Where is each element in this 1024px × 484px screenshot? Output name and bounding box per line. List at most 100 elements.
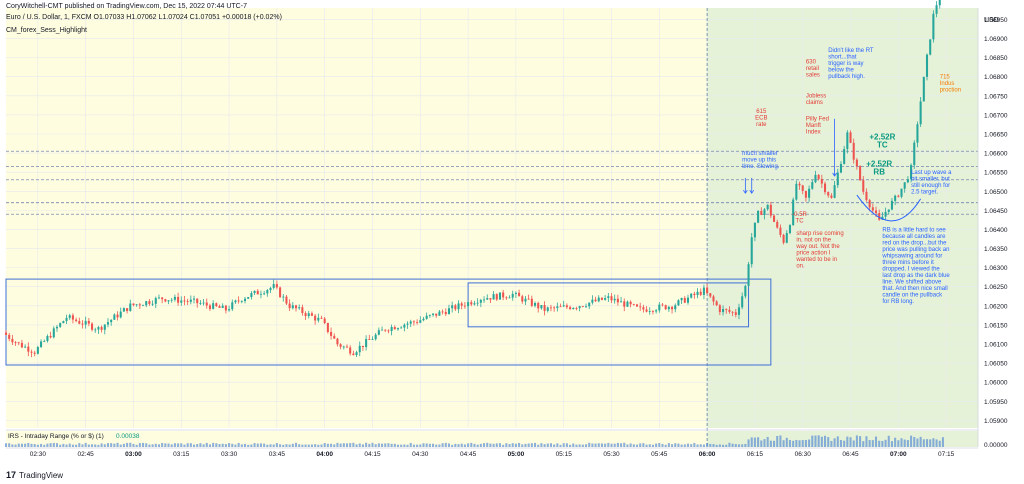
indicator-bar [148,444,151,447]
indicator-bar [495,443,498,447]
price-tick-label: 1.06300 [984,265,1008,272]
indicator-bar [521,444,524,447]
indicator-bar [253,443,256,447]
indicator-bar [693,442,696,447]
candle-body [240,301,243,302]
candle-body [922,76,925,102]
annotation-line: for RB long. [882,299,914,305]
candle-body [540,305,543,309]
candle-body [801,185,804,191]
indicator-bar [846,436,849,447]
indicator-bar [782,440,785,447]
indicator-bar [664,444,667,447]
candle-body [291,305,294,309]
indicator-bar [282,444,285,447]
candle-body [97,327,100,330]
candle-body [591,299,594,303]
candle-body [444,311,447,315]
candle-body [412,321,415,323]
indicator-bar [71,444,74,447]
candle-body [785,233,788,243]
candle-body [527,298,530,300]
indicator-bar [718,444,721,447]
candle-body [400,327,403,329]
indicator-bar [655,443,658,447]
candle-body [438,311,441,316]
indicator-bar [33,444,36,447]
indicator-bar [224,444,227,447]
indicator-bar [352,442,355,447]
candle-body [929,39,932,55]
annotation-line: RB is a little hard to see [882,227,946,233]
candle-body [46,336,49,342]
price-tick-label: 1.06250 [984,284,1008,291]
indicator-bar [215,443,218,447]
indicator-bar [14,444,17,447]
candle-body [192,298,196,300]
indicator-bar [584,444,588,447]
candle-body [8,334,11,339]
indicator-bar [333,444,336,447]
candle-body [521,296,524,302]
indicator-bar [30,443,33,447]
indicator-bar [686,443,690,447]
indicator-bar [859,436,862,447]
indicator-bar [725,444,728,447]
candle-body [451,305,454,309]
time-tick-label: 04:15 [364,451,381,458]
indicator-bar [731,443,734,447]
annotation-line: rate [756,122,767,128]
indicator-bar [808,439,811,447]
candle-body [489,298,492,300]
time-tick-label: 05:15 [556,451,573,458]
indicator-bar [345,443,349,447]
indicator-bar [132,443,135,447]
annotation-line: proction [940,88,961,94]
candle-body [253,290,256,294]
candle-body [49,336,52,338]
candle-body [173,296,176,300]
indicator-bar [55,443,59,447]
indicator-bar [903,439,906,447]
indicator-bar [715,444,718,447]
indicator-session-background [6,431,708,447]
candle-body [753,222,756,238]
indicator-bar [677,443,680,447]
indicator-bar [620,443,623,447]
indicator-bar [779,435,782,447]
candle-body [422,318,425,321]
indicator-bar [881,440,884,447]
candle-body [935,5,938,14]
indicator-bar [390,443,393,447]
candle-body [674,305,677,310]
indicator-bar [683,444,686,447]
chart-annotation: +2.52R RB [866,159,892,176]
candle-body [476,302,479,304]
indicator-bar [696,444,699,447]
candle-body [865,191,868,201]
indicator-bar [938,440,941,447]
candle-body [202,302,205,304]
indicator-bar [518,442,521,447]
candle-body [495,294,498,300]
candle-body [715,301,718,306]
candle-body [588,302,591,307]
candle-body [610,296,613,301]
annotation-line: bit smaller, but [911,177,950,183]
indicator-bar [192,444,196,447]
tradingview-brand[interactable]: 17 TradingView [6,470,63,480]
indicator-name: IRS - Intraday Range (% or $) (1) [8,433,104,440]
candle-body [463,305,466,307]
indicator-bar [62,443,65,447]
candle-body [722,308,725,313]
candle-body [142,305,145,307]
annotation-line: Manft [806,123,821,129]
candle-body [881,216,884,220]
candle-body [342,346,345,348]
candle-body [702,287,705,295]
candle-body [817,174,820,179]
indicator-bar [900,438,903,447]
indicator-bar [59,444,62,447]
candle-body [148,301,151,304]
